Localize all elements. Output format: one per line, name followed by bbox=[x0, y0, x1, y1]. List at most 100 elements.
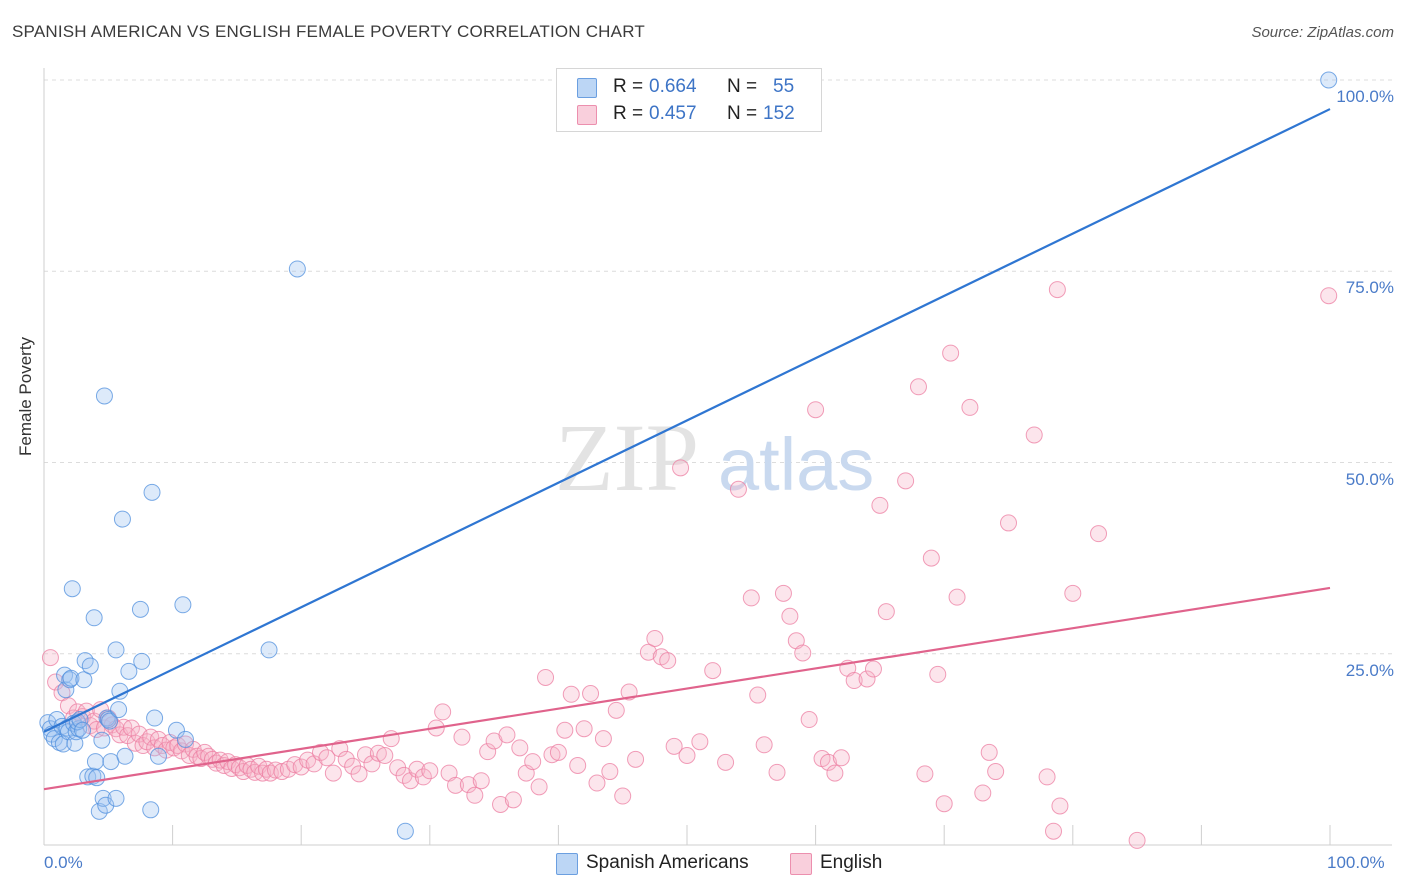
spanish-point-41 bbox=[110, 701, 128, 719]
english-point-94 bbox=[511, 739, 529, 757]
spanish-point-51 bbox=[149, 747, 167, 765]
y-axis-label: Female Poverty bbox=[16, 336, 35, 456]
spanish-point-27 bbox=[85, 609, 103, 627]
english-point-114 bbox=[646, 629, 664, 647]
english-point-124 bbox=[742, 589, 760, 607]
english-point-121 bbox=[704, 662, 722, 680]
y-tick-label-3: 100.0% bbox=[1336, 87, 1394, 106]
english-point-67 bbox=[337, 750, 355, 768]
english-point-101 bbox=[556, 721, 574, 739]
english-point-116 bbox=[659, 652, 677, 670]
english-point-141 bbox=[864, 660, 882, 678]
english-point-144 bbox=[897, 472, 915, 490]
watermark-zip: ZIP bbox=[555, 404, 699, 511]
spanish-point-31 bbox=[93, 731, 111, 749]
english-point-105 bbox=[582, 685, 600, 703]
english-point-126 bbox=[755, 736, 773, 754]
spanish-point-38 bbox=[102, 753, 120, 771]
y-tick-label-0: 25.0% bbox=[1345, 660, 1394, 680]
english-point-102 bbox=[562, 685, 580, 703]
english-point-71 bbox=[363, 755, 381, 773]
english-point-89 bbox=[479, 743, 497, 761]
spanish-point-21 bbox=[74, 721, 92, 739]
x-tick-max: 100.0% bbox=[1327, 853, 1385, 872]
spanish-point-49 bbox=[143, 483, 161, 501]
spanish-point-30 bbox=[90, 802, 108, 820]
spanish-point-29 bbox=[88, 769, 106, 787]
english-point-149 bbox=[935, 795, 953, 813]
y-tick-label-1: 50.0% bbox=[1345, 469, 1394, 489]
stats-box: R = 0.664 N = 55 R = 0.457 N = 152 bbox=[556, 68, 822, 132]
english-point-99 bbox=[543, 746, 561, 764]
english-point-60 bbox=[292, 758, 310, 776]
spanish-point-14 bbox=[63, 580, 81, 598]
english-point-150 bbox=[942, 344, 960, 362]
english-point-82 bbox=[434, 703, 452, 721]
english-point-79 bbox=[414, 768, 432, 786]
watermark-atlas: atlas bbox=[718, 423, 874, 506]
english-point-119 bbox=[678, 746, 696, 764]
english-point-151 bbox=[948, 588, 966, 606]
n-value: 152 bbox=[763, 103, 795, 124]
english-point-56 bbox=[266, 761, 284, 779]
spanish-point-57 bbox=[176, 730, 194, 748]
english-point-69 bbox=[350, 765, 368, 783]
spanish-point-25 bbox=[81, 657, 99, 675]
n-label: N = bbox=[727, 76, 758, 97]
legend-label-spanish: Spanish Americans bbox=[586, 852, 749, 873]
legend-swatch-spanish bbox=[556, 853, 578, 875]
english-point-85 bbox=[453, 728, 471, 746]
english-point-160 bbox=[1048, 281, 1066, 299]
english-point-73 bbox=[376, 746, 394, 764]
english-point-120 bbox=[691, 733, 709, 751]
english-point-156 bbox=[1000, 514, 1017, 532]
english-point-158 bbox=[1038, 768, 1056, 786]
english-point-117 bbox=[665, 737, 683, 755]
english-point-164 bbox=[1128, 831, 1146, 849]
spanish-point-52 bbox=[174, 596, 192, 614]
english-point-139 bbox=[845, 672, 863, 690]
spanish-point-22 bbox=[75, 671, 93, 689]
r-label: R = bbox=[613, 103, 644, 124]
spanish-point-47 bbox=[133, 652, 151, 670]
english-point-110 bbox=[614, 787, 632, 805]
english-point-147 bbox=[922, 549, 940, 567]
english-point-137 bbox=[832, 749, 850, 767]
english-point-113 bbox=[639, 643, 657, 661]
english-point-128 bbox=[774, 584, 792, 602]
english-point-155 bbox=[987, 763, 1005, 781]
english-point-153 bbox=[974, 784, 992, 802]
english-point-100 bbox=[549, 743, 567, 761]
english-point-163 bbox=[1090, 525, 1108, 543]
english-point-107 bbox=[594, 730, 612, 748]
english-point-162 bbox=[1064, 584, 1082, 602]
english-point-157 bbox=[1025, 426, 1043, 444]
spanish-point-55 bbox=[396, 822, 414, 840]
spanish-point-28 bbox=[86, 753, 104, 771]
english-point-92 bbox=[498, 726, 516, 744]
english-point-159 bbox=[1045, 822, 1063, 840]
spanish-point-48 bbox=[142, 801, 160, 819]
legend-swatch-english bbox=[790, 853, 812, 875]
english-point-0 bbox=[41, 649, 59, 667]
english-point-136 bbox=[826, 764, 844, 782]
english-point-118 bbox=[672, 459, 690, 477]
spanish-point-40 bbox=[107, 641, 125, 659]
trend-lines bbox=[43, 108, 1331, 791]
spanish-point-50 bbox=[146, 709, 164, 727]
english-point-98 bbox=[537, 668, 555, 686]
spanish-point-32 bbox=[94, 789, 112, 807]
english-point-86 bbox=[459, 776, 477, 794]
english-point-87 bbox=[466, 786, 484, 804]
spanish-point-13 bbox=[62, 669, 80, 687]
y-tick-label-2: 75.0% bbox=[1345, 278, 1394, 298]
watermark: ZIP atlas bbox=[555, 404, 874, 511]
english-point-165 bbox=[1320, 287, 1338, 305]
english-point-84 bbox=[447, 776, 465, 794]
english-point-104 bbox=[575, 720, 593, 738]
english-point-145 bbox=[909, 378, 927, 396]
english-point-64 bbox=[318, 749, 336, 767]
r-value: 0.664 bbox=[649, 76, 697, 97]
english-point-96 bbox=[524, 753, 542, 771]
chart-title: SPANISH AMERICAN VS ENGLISH FEMALE POVER… bbox=[12, 22, 645, 41]
